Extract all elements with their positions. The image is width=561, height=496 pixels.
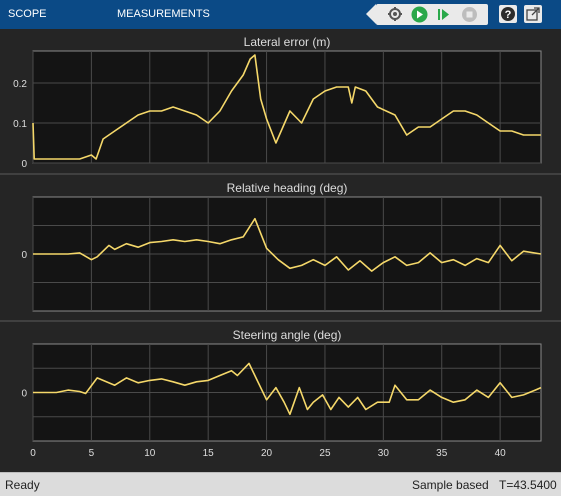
status-ready-text: Ready [5,478,40,492]
x-tick-label: 0 [30,448,36,459]
x-tick-label: 20 [261,448,273,459]
settings-icon[interactable] [386,5,405,24]
x-tick-label: 35 [436,448,448,459]
status-bar: Ready Sample based T=43.5400 [0,472,561,496]
x-tick-label: 15 [203,448,215,459]
y-tick-label: 0.1 [13,119,27,130]
stop-icon[interactable] [460,5,479,24]
x-tick-label: 25 [319,448,331,459]
axes-2[interactable]: Relative heading (deg) 0 [21,181,542,312]
help-icon[interactable]: ? [499,5,517,23]
status-mode-text: Sample based [412,478,489,492]
plots-canvas: Lateral error (m) 0 0.1 0.2 Relative heading… [0,35,561,459]
axes-background [32,50,542,164]
axes-title: Relative heading (deg) [227,181,348,195]
step-forward-icon[interactable] [434,5,453,24]
y-tick-label: 0 [21,159,27,170]
y-tick-label: 0.2 [13,79,27,90]
tab-measurements[interactable]: MEASUREMENTS [117,8,210,20]
series-line [32,54,541,160]
x-tick-label: 40 [495,448,507,459]
series-line [33,217,542,272]
y-tick-label: 0 [21,250,27,261]
simulation-toolbar [366,4,488,25]
y-tick-label: 0 [21,389,27,400]
undock-icon[interactable] [524,5,542,23]
tab-scope[interactable]: SCOPE [8,8,47,20]
axes-title: Steering angle (deg) [233,328,342,342]
x-tick-label: 5 [89,448,95,459]
x-tick-label: 10 [144,448,156,459]
series-line [33,362,542,416]
svg-text:?: ? [505,9,512,21]
toolstrip: SCOPE MEASUREMENTS [0,0,561,29]
axes-title: Lateral error (m) [244,35,331,49]
run-icon[interactable] [410,5,429,24]
scope-display: Lateral error (m) 0 0.1 0.2 Relative heading… [0,29,561,472]
axes-1[interactable]: Lateral error (m) 0 0.1 0.2 [13,35,542,170]
axes-3[interactable]: Steering angle (deg) 0 0 5 10 15 20 25 30 35 40 [21,328,542,459]
x-tick-label: 30 [378,448,390,459]
status-time-text: T=43.5400 [499,478,557,492]
